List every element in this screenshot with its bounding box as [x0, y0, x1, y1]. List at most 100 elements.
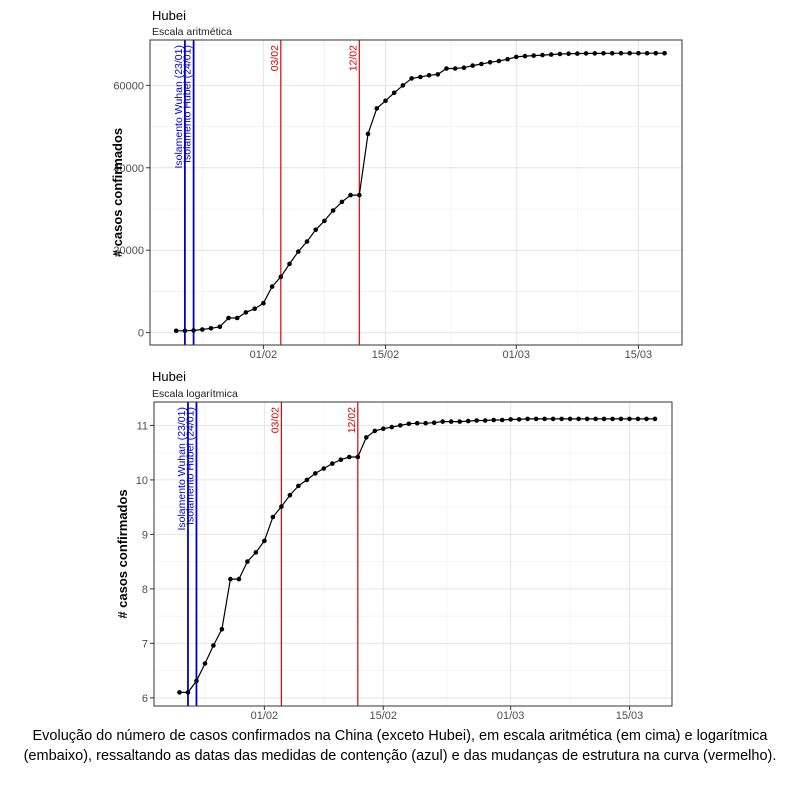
chart-1-point [482, 418, 488, 423]
chart-0-point [391, 90, 397, 96]
chart-0-point [182, 328, 188, 334]
chart-0-y-tick-label: 0 [138, 328, 144, 340]
chart-0-point [601, 51, 606, 56]
chart-1-point [245, 559, 250, 564]
chart-0-plot-area [150, 40, 682, 345]
chart-1-point [177, 690, 182, 695]
chart-1-point [423, 420, 429, 426]
chart-1-point [516, 417, 522, 422]
chart-1-y-axis-label: # casos confirmados [115, 489, 130, 618]
chart-1-point [211, 643, 216, 648]
chart-1-point [202, 661, 208, 666]
chart-1-point [610, 416, 615, 422]
chart-1-point [219, 626, 225, 632]
chart-0-y-tick-label: 60000 [113, 80, 144, 92]
figure-caption: Evolução do número de casos confirmados … [23, 728, 777, 764]
chart-0-y-tick-label: 40000 [113, 163, 144, 175]
chart-1-point [347, 454, 352, 460]
chart-0-point [461, 65, 467, 70]
chart-0-point [636, 50, 641, 56]
chart-0-point [226, 315, 231, 321]
chart-1-point [381, 426, 386, 431]
chart-1-point [635, 416, 641, 422]
chart-0-point [592, 51, 598, 56]
chart-0-point [173, 328, 179, 334]
chart-0-point [296, 249, 301, 254]
chart-1-point [406, 421, 412, 427]
chart-1-point [287, 492, 293, 498]
chart-1-point [448, 419, 454, 424]
chart-0-point [618, 50, 624, 56]
chart-0-point [479, 61, 484, 67]
chart-1-point [253, 550, 259, 555]
chart-0-point [505, 56, 510, 62]
chart-0-y-axis-label: # casos confirmados [110, 128, 125, 257]
chart-1-x-tick-label: 01/02 [251, 710, 279, 722]
chart-0-point [496, 58, 502, 64]
chart-0-point [566, 51, 571, 56]
chart-1-point [364, 435, 369, 440]
chart-1-vline-label-0: Isolamento Wuhan (23/01) [176, 407, 188, 531]
chart-1-point [398, 423, 403, 428]
chart-0-point [287, 261, 292, 267]
chart-1-point [194, 678, 199, 684]
chart-0-point [435, 72, 441, 77]
chart-0-point [365, 131, 371, 137]
chart-0-title: Hubei [152, 8, 186, 23]
chart-0-point [234, 315, 240, 321]
chart-1-point [330, 461, 335, 466]
chart-1-point [576, 416, 581, 422]
chart-1-point [474, 418, 480, 423]
chart-1-point [567, 416, 573, 422]
chart-0-point [444, 66, 449, 71]
chart-0-point [583, 51, 589, 56]
chart-1-y-tick-label: 11 [137, 420, 148, 432]
chart-0-point [487, 60, 493, 65]
chart-0-point [531, 53, 536, 58]
chart-1-vline-label-3: 12/02 [346, 407, 358, 433]
chart-1-point [457, 419, 463, 424]
chart-0-point [452, 66, 458, 71]
chart-0-vline-label-2: 03/02 [269, 45, 281, 71]
chart-0-point [357, 192, 362, 198]
chart-0-vline-label-1: Isolamento Hubei (24/01) [182, 45, 194, 163]
chart-0-point [522, 53, 528, 59]
chart-1-point [279, 504, 284, 509]
chart-0-x-tick-label: 01/02 [250, 349, 278, 360]
chart-0-subtitle: Escala aritmética [152, 26, 232, 38]
chart-0-point [409, 76, 414, 81]
chart-0-point [644, 50, 650, 56]
chart-1-y-tick-label: 10 [136, 475, 148, 487]
chart-1-point [644, 416, 649, 422]
chart-1-point [431, 420, 437, 425]
chart-0-point [252, 306, 257, 312]
chart-1-point [338, 457, 344, 462]
chart-0-point [330, 208, 336, 213]
chart-0-point [662, 50, 667, 56]
chart-0-point [426, 73, 432, 78]
chart-1-point [389, 424, 395, 430]
chart-0-point [278, 274, 284, 280]
chart-1-point [228, 576, 233, 582]
chart-0-point [313, 227, 319, 233]
chart-1-point [372, 428, 378, 434]
chart-0-point [627, 50, 632, 56]
chart-0-point [339, 199, 345, 205]
chart-1-title: Hubei [152, 369, 186, 384]
chart-0-x-tick-label: 01/03 [503, 349, 531, 360]
chart-1-point [491, 417, 497, 423]
chart-0-point [322, 218, 327, 224]
chart-1-point [525, 416, 530, 422]
chart-0-point [191, 328, 196, 333]
chart-1-point [652, 416, 658, 422]
chart-0-point [575, 51, 580, 56]
chart-1-x-tick-label: 15/03 [616, 710, 644, 722]
chart-1-point [262, 538, 267, 544]
chart-1-point [550, 416, 556, 422]
chart-1-point [270, 514, 276, 520]
chart-1-point [321, 466, 327, 471]
chart-0-point [470, 63, 476, 68]
chart-0-point [304, 239, 310, 244]
chart-0-vline-label-3: 12/02 [347, 45, 359, 71]
chart-0-point [208, 326, 214, 331]
